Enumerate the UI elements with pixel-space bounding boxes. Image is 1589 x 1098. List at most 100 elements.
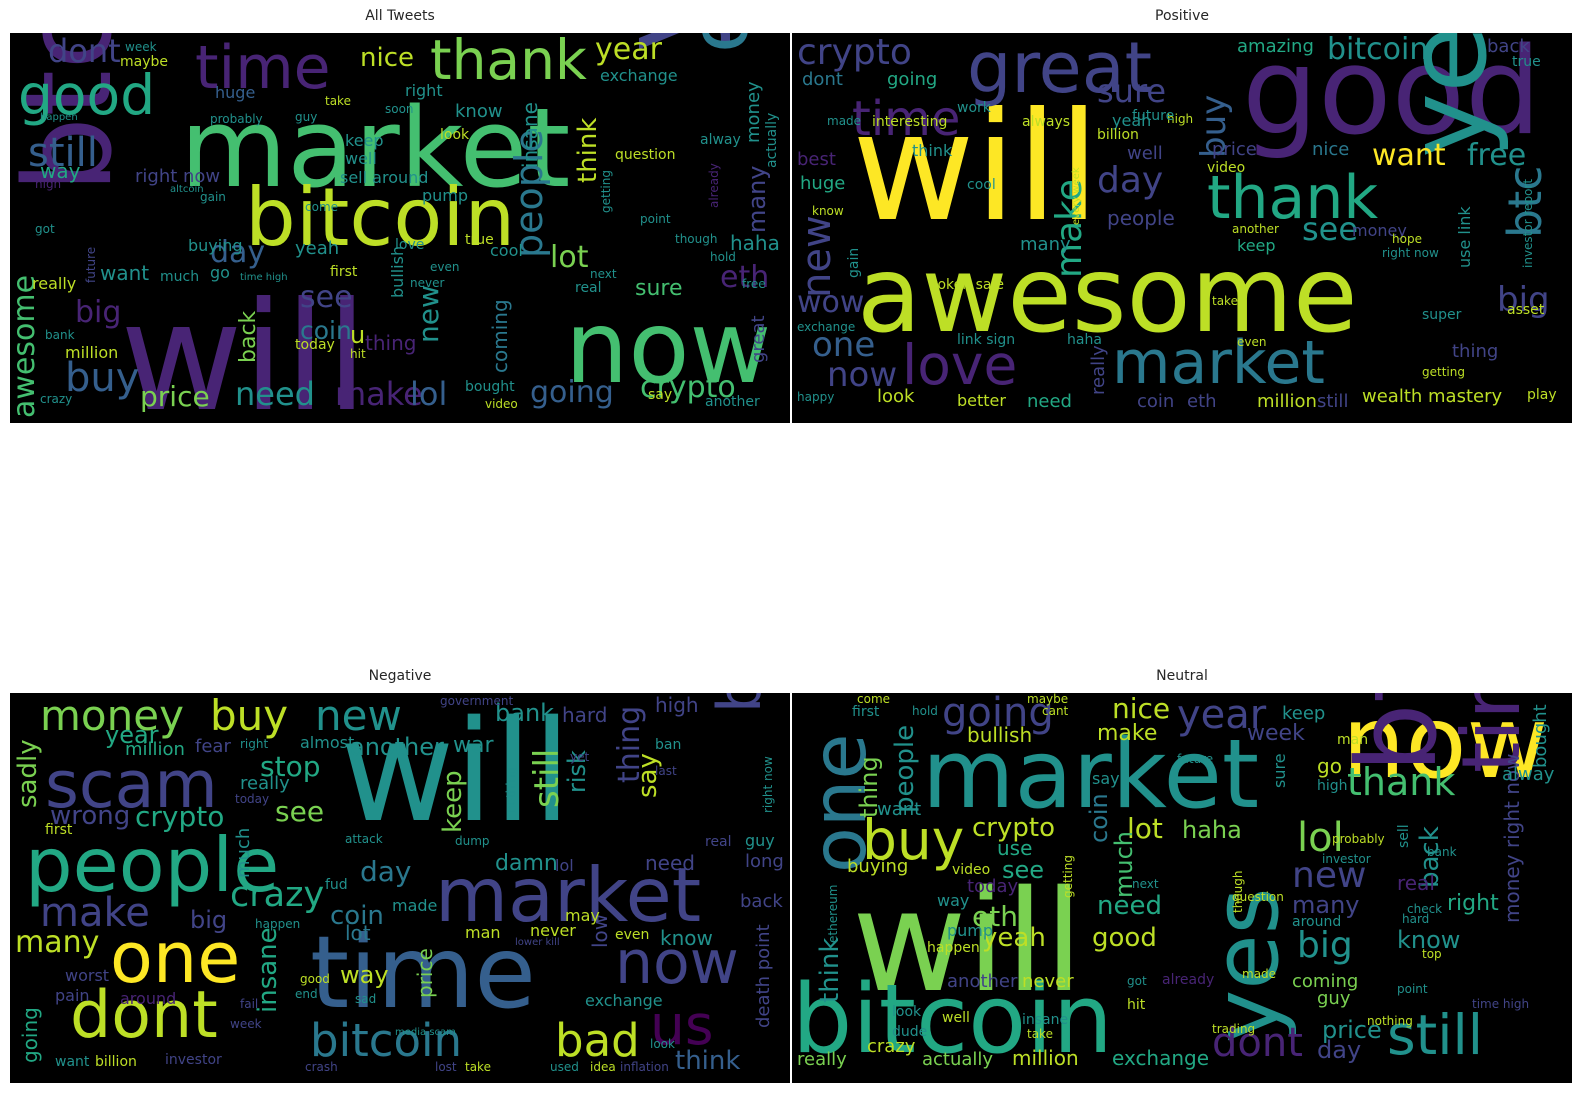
cloud-word: man [1337, 732, 1369, 748]
cloud-word: now [565, 289, 772, 406]
cloud-word: time [310, 914, 536, 1031]
cloud-word: work [957, 100, 991, 116]
cloud-word: people [25, 821, 280, 909]
cloud-word: probably [210, 112, 263, 126]
cloud-word: investor [165, 1052, 222, 1068]
cloud-word: top [1422, 947, 1442, 961]
cloud-word: sure [1097, 72, 1167, 110]
cloud-word: market [180, 84, 571, 212]
cloud-word: need [645, 851, 695, 875]
cloud-word: video [952, 862, 991, 878]
cloud-word: nothing [504, 767, 518, 813]
cloud-word: day [360, 855, 412, 888]
cloud-word: alway [1502, 764, 1555, 785]
cloud-word: nothing [1367, 1014, 1413, 1028]
cloud-word: made [827, 114, 862, 128]
cloud-word: new [1292, 855, 1367, 896]
cloud-word: coming [488, 299, 512, 373]
cloud-word: actually [764, 112, 780, 168]
cloud-word: high [1167, 112, 1194, 126]
cloud-word: free [1467, 138, 1527, 173]
cloud-word: thank [1347, 760, 1456, 804]
cloud-word: now [827, 355, 898, 395]
cloud-word: inflation [620, 1060, 669, 1074]
cloud-word: already [707, 163, 721, 208]
cloud-word: million [125, 739, 185, 760]
cloud-word: yet [570, 750, 590, 764]
cloud-word: market [1112, 328, 1325, 398]
cloud-word: future [1132, 108, 1175, 124]
cloud-word: going [18, 1007, 42, 1063]
cloud-word: eth [972, 900, 1018, 933]
cloud-word: end [295, 987, 318, 1001]
cloud-word: attack [345, 832, 383, 846]
cloud-word: million [1257, 391, 1317, 412]
cloud-word: day [210, 235, 266, 270]
cloud-word: big [75, 295, 122, 330]
cloud-word: real [575, 280, 602, 296]
cloud-word: back [236, 310, 261, 363]
cloud-word: high [1317, 778, 1348, 794]
cloud-word: really [240, 773, 290, 794]
cloud-word: bitcoin [310, 1014, 463, 1067]
cloud-word: many [1292, 891, 1360, 919]
cloud-word: lost [435, 1060, 457, 1074]
cloud-word: need [1027, 391, 1072, 412]
cloud-word: many [15, 925, 100, 960]
cloud-word: sell around [340, 168, 429, 187]
cloud-word: idea [590, 1060, 616, 1074]
cloud-word: asset [1507, 302, 1545, 318]
cloud-word: keep [1237, 236, 1276, 255]
cloud-word: dont [1212, 1020, 1303, 1066]
cloud-word: around [1292, 914, 1342, 930]
cloud-word: well [1127, 143, 1163, 164]
cloud-word: may [565, 906, 600, 925]
cloud-word: government [440, 694, 514, 708]
cloud-word: question [615, 147, 676, 163]
cloud-word: dont [802, 69, 843, 90]
cloud-word: fear [195, 736, 231, 757]
cloud-word: exchange [585, 991, 663, 1010]
cloud-word: still [1387, 1003, 1484, 1067]
cloud-word: lol [555, 856, 574, 875]
cloud-word: ethereum [826, 884, 840, 943]
cloud-word: point [640, 212, 671, 226]
cloud-word: really [797, 1049, 847, 1070]
cloud-word: dont [48, 33, 121, 70]
cloud-word: buy [210, 693, 289, 740]
cloud-word: much [233, 827, 254, 878]
cloud-word: buy [65, 355, 140, 401]
cloud-word: first [45, 822, 73, 838]
cloud-word: even [1237, 335, 1267, 349]
cloud-word: already [1162, 972, 1215, 988]
cloud-word: million [65, 343, 119, 362]
cloud-word: big [1297, 925, 1353, 966]
cloud-word: thank [1207, 163, 1379, 233]
cloud-word: nice [1312, 139, 1350, 160]
cloud-word: wealth mastery [1362, 386, 1503, 407]
cloud-word: never [1022, 971, 1074, 992]
cloud-word: play [1527, 387, 1557, 403]
cloud-word: take [1027, 1027, 1053, 1041]
cloud-word: dude [892, 1024, 928, 1040]
cloud-word: money [1352, 221, 1407, 240]
cloud-word: exchange [1112, 1046, 1210, 1070]
cloud-word: go [1317, 754, 1342, 778]
cloud-word: pump [947, 921, 994, 940]
cloud-word: price [1322, 1016, 1382, 1044]
cloud-word: hold [912, 704, 938, 718]
cloud-word: think [912, 141, 953, 160]
word-cloud: will awesome good yes great thank market love ti… [792, 33, 1572, 423]
cloud-word: think [675, 1046, 741, 1076]
cloud-word: future [84, 246, 98, 283]
cloud-word: money [743, 81, 764, 143]
cloud-word: last [655, 764, 677, 778]
cloud-word: bitcoin [245, 171, 516, 264]
cloud-word: link sign [957, 332, 1016, 348]
word-cloud: willmarketnowbitcoinbtcyesonetimestillbu… [792, 693, 1572, 1083]
cloud-word: got [35, 222, 55, 236]
cloud-word: thank [430, 33, 587, 92]
cloud-word: interesting [872, 114, 948, 130]
cloud-word: true [1512, 54, 1541, 70]
